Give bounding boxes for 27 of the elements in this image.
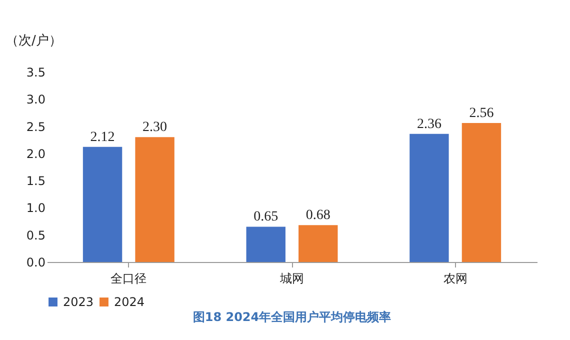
- y-tick-label: 2.5: [26, 120, 46, 134]
- data-label: 0.65: [254, 210, 278, 225]
- data-label: 0.68: [306, 208, 330, 224]
- bar: [135, 137, 174, 262]
- data-label: 2.12: [90, 130, 115, 145]
- bar: [246, 226, 286, 262]
- data-label: 2.30: [142, 120, 168, 136]
- y-tick-label: 1.0: [26, 201, 46, 216]
- x-tick-label: 农网: [443, 272, 468, 286]
- bar: [410, 134, 449, 262]
- y-tick-label: 3.0: [26, 92, 46, 107]
- y-tick-label: 2.0: [26, 146, 46, 161]
- legend-label: 2023: [63, 295, 94, 309]
- x-tick-label: 城网: [279, 272, 304, 286]
- bar: [462, 123, 502, 262]
- bar: [82, 146, 122, 262]
- bar: [298, 225, 338, 262]
- data-label: 2.56: [469, 106, 494, 122]
- text: 图18 2024年全国用户平均停电频率: [192, 310, 392, 324]
- y-tick-label: 0.5: [26, 228, 46, 242]
- y-tick-label: 1.5: [26, 174, 46, 188]
- y-tick-label: 0.0: [26, 256, 46, 270]
- y-tick-label: 3.5: [26, 66, 46, 80]
- y-axis-title: （次/户）: [6, 34, 62, 48]
- legend-label: 2024: [114, 295, 145, 309]
- x-tick-label: 全口径: [110, 272, 147, 286]
- data-label: 2.36: [416, 116, 442, 132]
